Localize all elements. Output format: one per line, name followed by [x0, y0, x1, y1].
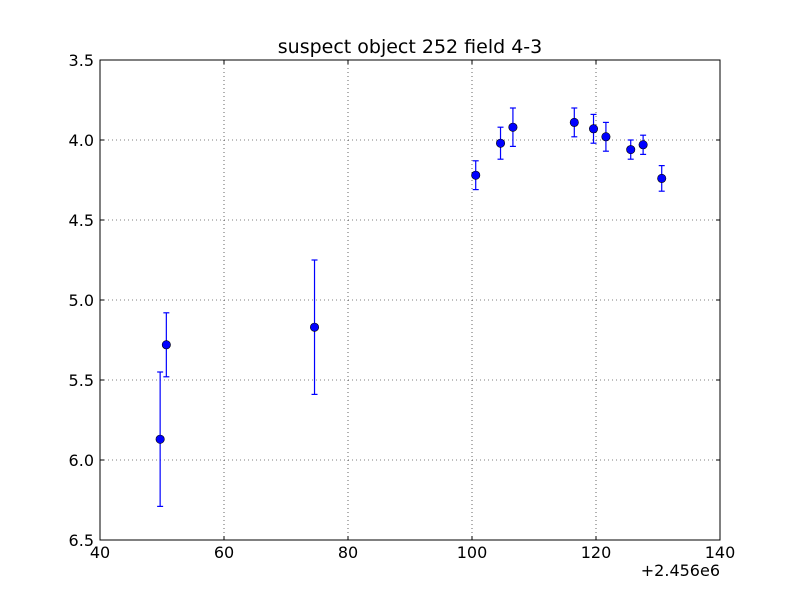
data-point: [589, 124, 599, 134]
y-tick-label: 5.5: [69, 371, 94, 390]
data-point: [638, 140, 648, 150]
x-tick-labels: 40 60 80 100 120 140: [90, 543, 735, 562]
x-tick-label: 100: [457, 543, 488, 562]
x-offset-label: +2.456e6: [641, 561, 720, 580]
data-point: [601, 132, 611, 142]
y-tick-label: 4.5: [69, 211, 94, 230]
x-tick-label: 120: [581, 543, 612, 562]
data-point: [569, 117, 579, 127]
y-tick-label: 6.5: [69, 531, 94, 550]
y-tick-label: 4.0: [69, 131, 94, 150]
y-tick-label: 3.5: [69, 51, 94, 70]
chart-title: suspect object 252 field 4-3: [278, 36, 543, 58]
data-point: [155, 434, 165, 444]
data-point: [496, 138, 506, 148]
data-points: [155, 117, 667, 444]
data-point: [471, 170, 481, 180]
data-point: [161, 340, 171, 350]
data-point: [508, 122, 518, 132]
x-tick-label: 60: [214, 543, 234, 562]
data-point: [310, 322, 320, 332]
x-tick-label: 140: [705, 543, 736, 562]
data-point: [657, 173, 667, 183]
y-tick-label: 5.0: [69, 291, 94, 310]
y-tick-label: 6.0: [69, 451, 94, 470]
axis-ticks: [99, 59, 721, 541]
data-point: [626, 145, 636, 155]
x-tick-label: 80: [338, 543, 358, 562]
y-tick-labels: 3.5 4.0 4.5 5.0 5.5 6.0 6.5: [69, 51, 94, 550]
grid-lines: [100, 60, 720, 540]
x-tick-label: 40: [90, 543, 110, 562]
